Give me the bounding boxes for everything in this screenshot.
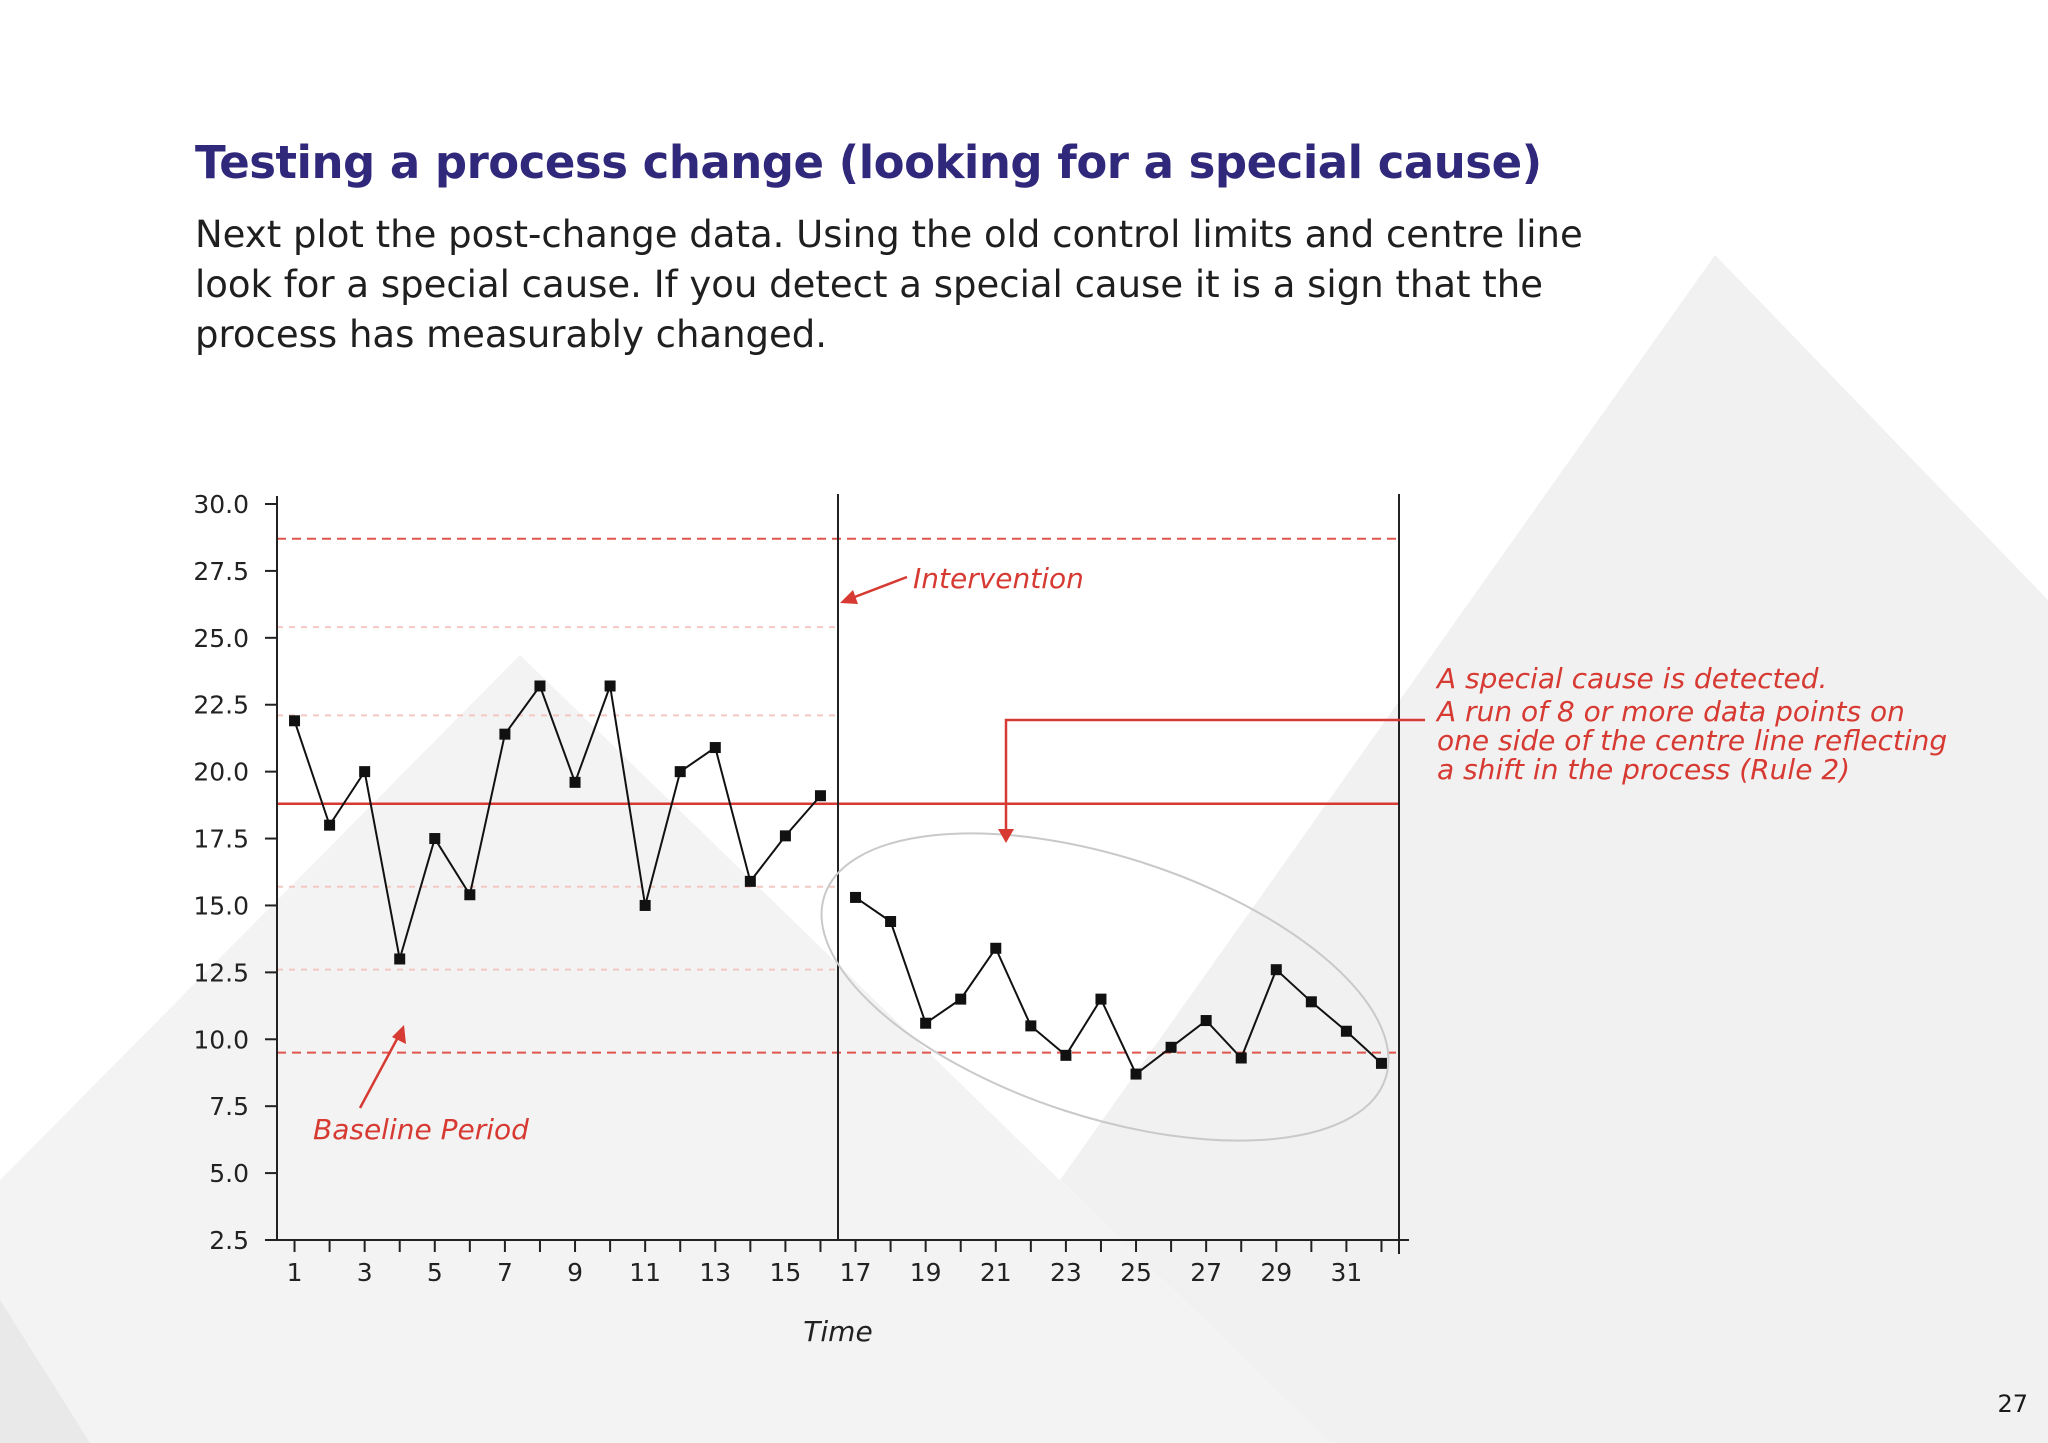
baseline-arrow — [358, 1038, 399, 1109]
x-tick-label: 23 — [1050, 1258, 1082, 1287]
data-point — [744, 875, 756, 887]
series-line — [854, 896, 1383, 1076]
x-tick-label: 3 — [357, 1258, 373, 1287]
baseline-label: Baseline Period — [313, 1113, 529, 1146]
x-axis-title: Time — [803, 1315, 872, 1348]
data-point — [604, 680, 616, 692]
intro-paragraph: Next plot the post-change data. Using th… — [195, 210, 1583, 360]
intervention-arrowhead — [840, 590, 858, 604]
y-tick-label: 25.0 — [193, 624, 249, 653]
series-line — [293, 682, 822, 960]
data-point — [850, 891, 862, 903]
x-tick-label: 5 — [427, 1258, 443, 1287]
y-tick-label: 30.0 — [193, 490, 249, 519]
data-point — [289, 715, 301, 727]
data-series — [289, 680, 1387, 1080]
intro-line: Next plot the post-change data. Using th… — [195, 213, 1583, 256]
y-tick-label: 17.5 — [193, 825, 249, 854]
y-tick-label: 27.5 — [193, 557, 249, 586]
data-point — [1305, 996, 1317, 1008]
data-point — [1130, 1068, 1142, 1080]
data-point — [885, 916, 897, 928]
data-point — [779, 830, 791, 842]
y-tick-label: 20.0 — [193, 758, 249, 787]
special-cause-line: one side of the centre line reflecting — [1437, 724, 1947, 757]
baseline-arrowhead — [392, 1025, 406, 1044]
x-tick-label: 25 — [1120, 1258, 1152, 1287]
intervention-annotation: Intervention — [840, 562, 1084, 604]
x-tick-label: 13 — [699, 1258, 731, 1287]
y-tick-label: 12.5 — [193, 958, 249, 987]
special-cause-highlight — [820, 832, 1390, 1142]
data-point — [1200, 1015, 1212, 1027]
data-point — [534, 680, 546, 692]
page-number: 27 — [1997, 1390, 2028, 1418]
data-point — [1025, 1020, 1037, 1032]
background-triangle-bottom — [0, 1300, 90, 1443]
x-tick-label: 17 — [840, 1258, 872, 1287]
data-point — [639, 899, 651, 911]
special-cause-arrowhead — [998, 829, 1014, 843]
data-point — [429, 833, 441, 845]
data-point — [709, 742, 721, 754]
data-point — [1095, 993, 1107, 1005]
data-point — [1165, 1041, 1177, 1053]
y-tick-label: 7.5 — [209, 1092, 249, 1121]
x-tick-label: 7 — [497, 1258, 513, 1287]
baseline-annotation: Baseline Period — [313, 1025, 529, 1146]
data-point — [1235, 1052, 1247, 1064]
intro-line: process has measurably changed. — [195, 313, 828, 356]
x-tick-label: 9 — [567, 1258, 583, 1287]
y-tick-label: 10.0 — [193, 1025, 249, 1054]
data-point — [464, 889, 476, 901]
background-triangle-large — [0, 655, 1330, 1443]
data-point — [1060, 1049, 1072, 1061]
special-cause-line: A run of 8 or more data points on — [1435, 695, 1905, 728]
special-cause-leader — [1004, 718, 1425, 830]
data-point — [1270, 964, 1282, 976]
data-point — [674, 766, 686, 778]
data-point — [1375, 1057, 1387, 1069]
data-point — [499, 728, 511, 740]
data-point — [569, 776, 581, 788]
page-title: Testing a process change (looking for a … — [195, 136, 1542, 189]
y-tick-label: 2.5 — [209, 1226, 249, 1255]
intro-line: look for a special cause. If you detect … — [195, 263, 1544, 306]
special-cause-line: a shift in the process (Rule 2) — [1437, 753, 1850, 786]
x-tick-label: 29 — [1260, 1258, 1292, 1287]
x-tick-label: 21 — [980, 1258, 1012, 1287]
intervention-arrow — [851, 575, 908, 600]
data-point — [920, 1017, 932, 1029]
x-tick-label: 19 — [910, 1258, 942, 1287]
data-point — [1340, 1025, 1352, 1037]
y-tick-label: 5.0 — [209, 1159, 249, 1188]
data-point — [324, 819, 336, 831]
data-point — [394, 953, 406, 965]
intervention-label: Intervention — [913, 562, 1084, 595]
y-tick-label: 15.0 — [193, 891, 249, 920]
data-point — [814, 790, 826, 802]
chart-axes: 30.027.525.022.520.017.515.012.510.07.55… — [193, 490, 1409, 1287]
data-point — [990, 942, 1002, 954]
x-tick-label: 31 — [1331, 1258, 1363, 1287]
x-tick-label: 1 — [287, 1258, 303, 1287]
y-tick-label: 22.5 — [193, 691, 249, 720]
special-cause-annotation: A special cause is detected. A run of 8 … — [998, 662, 1947, 843]
background-triangle-right — [1060, 255, 2048, 1443]
special-cause-line: A special cause is detected. — [1435, 662, 1827, 695]
data-point — [955, 993, 967, 1005]
x-tick-label: 11 — [629, 1258, 661, 1287]
data-point — [359, 766, 371, 778]
x-tick-label: 27 — [1190, 1258, 1222, 1287]
x-tick-label: 15 — [770, 1258, 802, 1287]
